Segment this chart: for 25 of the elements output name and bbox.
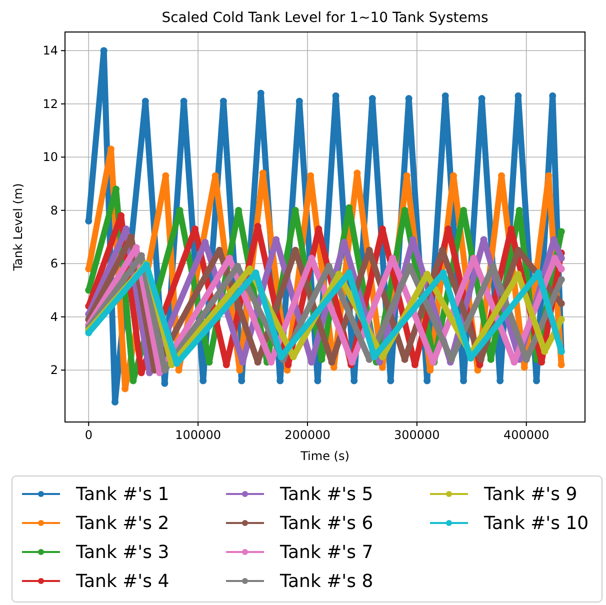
legend-label: Tank #'s 10: [483, 513, 589, 534]
x-tick-label: 300000: [394, 428, 440, 442]
y-tick-label: 12: [42, 96, 58, 111]
legend-label: Tank #'s 2: [75, 513, 170, 534]
x-tick-label: 400000: [503, 428, 550, 442]
legend-label: Tank #'s 5: [279, 484, 374, 505]
y-tick-label: 4: [50, 310, 58, 324]
x-axis-title: Time (s): [300, 449, 350, 463]
legend-label: Tank #'s 3: [75, 542, 170, 563]
x-tick-label: 0: [84, 428, 92, 442]
y-tick-label: 2: [50, 363, 58, 378]
y-tick-label: 14: [42, 44, 58, 58]
legend-label: Tank #'s 1: [75, 484, 170, 505]
legend-label: Tank #'s 7: [279, 542, 374, 563]
y-tick-label: 6: [50, 256, 58, 271]
x-tick-label: 100000: [175, 428, 221, 442]
legend-label: Tank #'s 8: [279, 571, 374, 592]
chart-title: Scaled Cold Tank Level for 1~10 Tank Systems: [162, 10, 488, 26]
legend-label: Tank #'s 4: [75, 571, 170, 592]
legend-label: Tank #'s 6: [279, 513, 374, 534]
y-tick-label: 8: [50, 203, 58, 218]
y-tick-label: 10: [42, 150, 58, 164]
y-axis-title: Tank Level (m): [11, 183, 25, 272]
legend-label: Tank #'s 9: [483, 484, 578, 505]
x-tick-label: 200000: [284, 428, 330, 442]
